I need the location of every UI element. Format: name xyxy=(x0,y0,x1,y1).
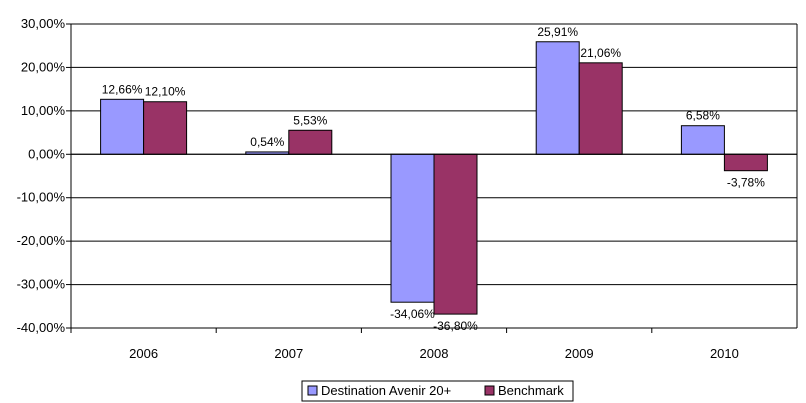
x-tick-label: 2009 xyxy=(565,346,594,361)
x-tick-label: 2006 xyxy=(129,346,158,361)
legend-swatch-destination-avenir xyxy=(307,385,318,396)
bar-destination-avenir xyxy=(390,153,435,303)
bar-benchmark xyxy=(433,153,478,315)
bars xyxy=(100,41,768,315)
legend-label-benchmark: Benchmark xyxy=(498,383,564,398)
data-label: -36,80% xyxy=(433,319,478,333)
data-label: 12,10% xyxy=(145,85,186,99)
y-tick-label: -10,00% xyxy=(17,190,66,205)
y-tick-label: 20,00% xyxy=(21,59,66,74)
legend-box xyxy=(301,380,574,402)
x-tick-label: 2007 xyxy=(274,346,303,361)
data-label: -34,06% xyxy=(390,307,435,321)
x-tick-label: 2008 xyxy=(420,346,449,361)
data-label: 6,58% xyxy=(686,109,720,123)
data-label: 25,91% xyxy=(537,25,578,39)
data-label: 0,54% xyxy=(250,135,284,149)
bar-benchmark xyxy=(288,129,333,155)
y-tick-label: -20,00% xyxy=(17,233,66,248)
bar-destination-avenir xyxy=(100,98,145,155)
data-label: -3,78% xyxy=(727,176,765,190)
legend-swatch-benchmark xyxy=(484,385,495,396)
bar-benchmark xyxy=(578,62,623,155)
x-axis-tick-labels: 2006 2007 2008 2009 2010 xyxy=(129,346,739,361)
y-axis-tick-labels: 30,00% 20,00% 10,00% 0,00% -10,00% -20,00% -30… xyxy=(17,16,66,335)
data-labels: 12,66% 12,10% 0,54% 5,53% -34,06%-36,80% 25,9… xyxy=(102,25,765,333)
x-tick-label: 2010 xyxy=(710,346,739,361)
data-label: 5,53% xyxy=(293,113,327,127)
y-tick-label: -40,00% xyxy=(17,320,66,335)
bar-benchmark xyxy=(723,153,768,172)
data-label: 12,66% xyxy=(102,82,143,96)
bar-destination-avenir xyxy=(535,41,580,155)
y-tick-label: 30,00% xyxy=(21,16,66,31)
y-tick-label: 10,00% xyxy=(21,103,66,118)
data-label: 21,06% xyxy=(580,46,621,60)
legend-label-destination-avenir: Destination Avenir 20+ xyxy=(321,383,451,398)
bar-destination-avenir xyxy=(680,125,725,155)
y-tick-label: -30,00% xyxy=(17,277,66,292)
bar-benchmark xyxy=(143,101,188,155)
y-tick-label: 0,00% xyxy=(28,146,65,161)
axes xyxy=(70,24,798,333)
legend: Destination Avenir 20+ Benchmark xyxy=(301,380,574,402)
